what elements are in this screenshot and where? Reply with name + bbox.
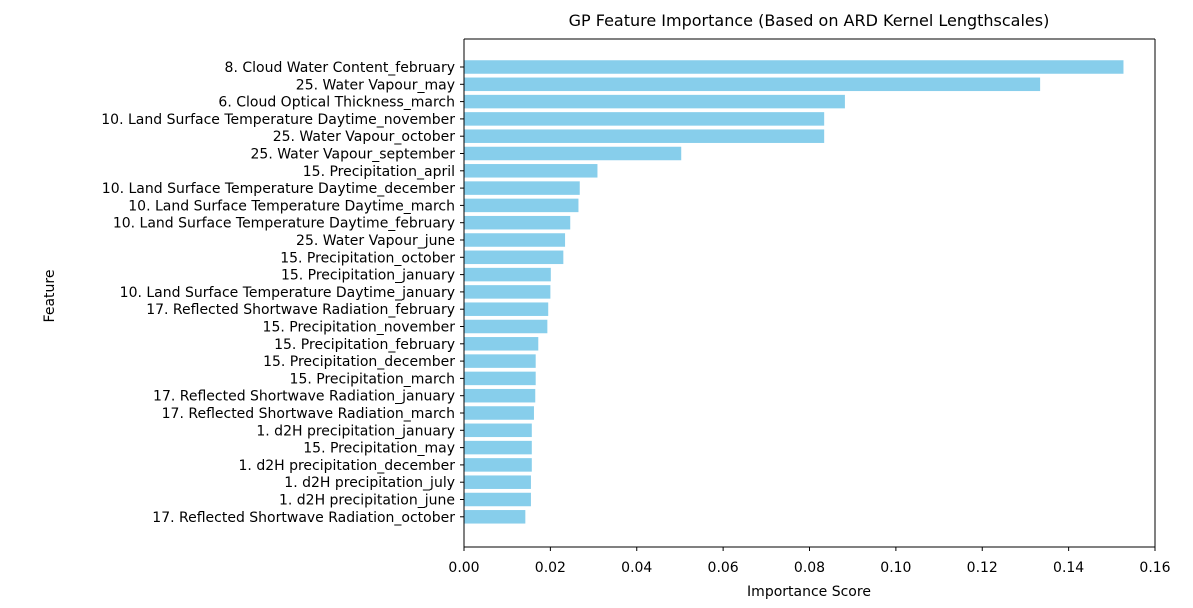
bar <box>464 285 551 299</box>
bar <box>464 510 526 524</box>
y-tick-label: 6. Cloud Optical Thickness_march <box>218 95 455 111</box>
bar <box>464 164 598 178</box>
x-tick-label: 0.08 <box>794 560 825 576</box>
y-tick-label: 10. Land Surface Temperature Daytime_mar… <box>128 198 455 214</box>
bar <box>464 423 532 438</box>
bar <box>464 319 548 334</box>
y-tick-label: 25. Water Vapour_october <box>273 129 456 145</box>
y-tick-label: 15. Precipitation_december <box>263 354 455 370</box>
y-tick-label: 15. Precipitation_october <box>280 250 455 266</box>
y-tick-label: 1. d2H precipitation_july <box>284 475 455 491</box>
y-tick-label: 15. Precipitation_february <box>274 337 455 353</box>
y-tick-label: 10. Land Surface Temperature Daytime_dec… <box>102 181 455 197</box>
bar <box>464 60 1124 74</box>
y-tick-label: 25. Water Vapour_june <box>296 233 455 249</box>
x-tick-layer: 0.00 0.02 0.04 0.06 0.08 0.10 0.12 0.14 0.16 <box>448 547 1171 576</box>
bar <box>464 371 536 386</box>
y-tick-label: 15. Precipitation_march <box>290 371 455 387</box>
bar <box>464 250 564 265</box>
x-tick-label: 0.14 <box>1053 560 1084 576</box>
y-tick-label: 15. Precipitation_january <box>281 268 455 284</box>
x-tick-label: 0.06 <box>708 560 739 576</box>
x-tick-label: 0.10 <box>880 560 911 576</box>
bar <box>464 198 579 213</box>
bar <box>464 492 531 507</box>
y-axis-label: Feature <box>42 270 58 323</box>
y-tick-label: 17. Reflected Shortwave Radiation_februa… <box>146 302 455 318</box>
bars-layer <box>464 60 1124 524</box>
y-tick-label: 1. d2H precipitation_december <box>239 458 456 474</box>
bar <box>464 354 536 368</box>
y-tick-label: 17. Reflected Shortwave Radiation_march <box>162 406 455 422</box>
x-tick-label: 0.12 <box>967 560 998 576</box>
y-tick-label: 15. Precipitation_april <box>303 164 455 180</box>
bar <box>464 112 825 126</box>
y-tick-label: 1. d2H precipitation_january <box>256 423 455 439</box>
y-tick-label: 10. Land Surface Temperature Daytime_feb… <box>113 216 455 232</box>
bar <box>464 94 845 109</box>
chart-title: GP Feature Importance (Based on ARD Kern… <box>569 11 1050 30</box>
y-tick-label: 8. Cloud Water Content_february <box>225 60 455 76</box>
bar <box>464 302 549 316</box>
y-tick-label: 10. Land Surface Temperature Daytime_nov… <box>101 112 455 128</box>
bar <box>464 337 539 351</box>
bar <box>464 440 532 455</box>
x-tick-label: 0.04 <box>621 560 652 576</box>
y-tick-label: 17. Reflected Shortwave Radiation_octobe… <box>152 510 455 526</box>
y-tick-label: 25. Water Vapour_september <box>251 147 456 163</box>
x-tick-label: 0.02 <box>535 560 566 576</box>
bar <box>464 267 551 282</box>
bar <box>464 77 1041 92</box>
bar <box>464 458 532 472</box>
bar <box>464 388 536 403</box>
y-tick-label: 15. Precipitation_november <box>263 320 456 336</box>
y-tick-label: 1. d2H precipitation_june <box>279 493 455 509</box>
y-tick-label: 15. Precipitation_may <box>303 441 455 457</box>
x-tick-label: 0.00 <box>448 560 479 576</box>
y-tick-label: 17. Reflected Shortwave Radiation_januar… <box>153 389 455 405</box>
bar <box>464 146 682 161</box>
x-axis-label: Importance Score <box>747 584 871 600</box>
x-tick-label: 0.16 <box>1139 560 1170 576</box>
bar <box>464 406 534 420</box>
bar <box>464 475 531 489</box>
bar <box>464 215 571 230</box>
y-tick-label: 10. Land Surface Temperature Daytime_jan… <box>120 285 455 301</box>
bar <box>464 233 566 247</box>
bar <box>464 129 825 143</box>
y-tick-label: 25. Water Vapour_may <box>296 77 455 93</box>
bar <box>464 181 580 195</box>
